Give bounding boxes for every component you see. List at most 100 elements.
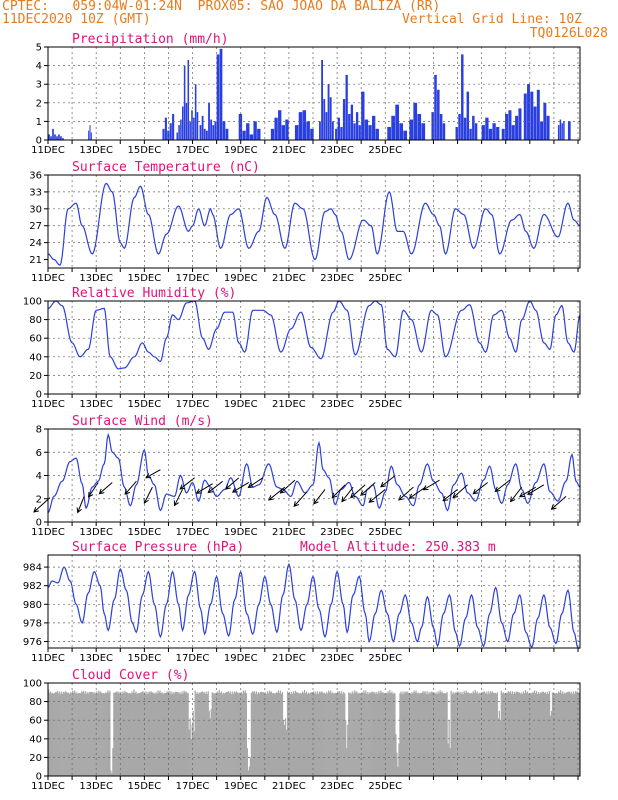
cloud-bar	[229, 691, 231, 776]
cloud-bar	[553, 693, 556, 776]
cloud-bar	[521, 693, 524, 776]
cloud-bar	[50, 691, 52, 776]
x-tick-label: 11DEC	[31, 653, 65, 664]
cloud-bar	[112, 748, 114, 776]
cloud-bar	[182, 693, 184, 776]
precip-bar	[353, 123, 356, 140]
cloud-bar	[149, 692, 151, 776]
precip-bar	[540, 121, 544, 140]
cloud-bar	[539, 692, 542, 776]
cloud-bar	[156, 693, 158, 776]
cloud-bar	[365, 690, 367, 776]
precip-bar	[185, 102, 188, 140]
cloud-bar	[94, 692, 96, 776]
x-tick-label: 25DEC	[368, 653, 402, 664]
cloud-bar	[405, 692, 407, 776]
x-tick-label: 15DEC	[127, 273, 161, 284]
cloud-bar	[453, 693, 455, 776]
wind-vector	[423, 479, 440, 491]
cloud-bar	[132, 692, 134, 776]
cloud-bar	[324, 692, 326, 776]
cloud-bar	[436, 694, 438, 776]
cloud-bar	[204, 693, 206, 776]
cloud-bar	[180, 694, 182, 776]
y-tick-label: 80	[29, 697, 42, 708]
x-tick-label: 11DEC	[31, 145, 65, 156]
cloud-bar	[483, 691, 485, 776]
wind-vector	[452, 484, 468, 498]
cloud-bar	[356, 691, 358, 776]
precip-bar	[274, 117, 278, 140]
cloud-bar	[307, 692, 310, 776]
x-tick-label: 25DEC	[368, 781, 402, 792]
cloud-bar	[424, 691, 426, 776]
cloud-bar	[567, 691, 570, 776]
cloud-bar	[76, 692, 78, 776]
precip-bar	[88, 130, 90, 140]
cloud-bar	[496, 692, 498, 776]
cloud-bar	[352, 691, 354, 776]
cloud-bar	[135, 691, 137, 776]
cloud-bar	[299, 692, 302, 776]
cloud-bar	[545, 693, 548, 776]
cloud-bar	[331, 693, 333, 776]
panel-subtitle: Model Altitude: 250.383 m	[300, 540, 496, 555]
cloud-bar	[556, 693, 559, 776]
cloud-bar	[70, 692, 72, 776]
cloud-bar	[228, 693, 230, 776]
panel-temp: 21 24 27 30 33 36 11DEC 13DEC 15DEC 17DEC 19DEC 21D…	[29, 160, 581, 284]
cloud-bar	[281, 692, 284, 776]
cloud-bar	[398, 743, 400, 776]
cloud-bar	[148, 691, 150, 776]
cloud-bar	[99, 692, 101, 776]
precip-bar	[278, 110, 282, 140]
cloud-bar	[572, 691, 575, 776]
wind-arrowhead	[368, 497, 375, 503]
cloud-bar	[347, 724, 349, 776]
cloud-bar	[447, 743, 449, 776]
precip-bar	[358, 125, 361, 140]
y-tick-label: 984	[23, 563, 42, 574]
precip-bar	[212, 125, 215, 140]
cloud-bar	[353, 693, 355, 776]
cloud-bar	[169, 693, 171, 776]
cloud-bar	[119, 693, 121, 776]
panel-frame	[47, 174, 581, 269]
cloud-bar	[410, 693, 412, 776]
cloud-bar	[222, 692, 224, 776]
cloud-bar	[510, 693, 512, 776]
cloud-bar	[327, 693, 329, 776]
cloud-bar	[416, 693, 418, 776]
precip-bar	[270, 128, 275, 140]
cloud-bar	[128, 693, 130, 776]
cloud-bar	[65, 691, 67, 776]
cloud-bar	[285, 729, 288, 776]
cloud-bar	[455, 692, 457, 776]
cloud-bar	[561, 691, 564, 776]
precip-bar	[463, 117, 467, 140]
cloud-bar	[318, 693, 320, 776]
wind-arrowhead	[550, 504, 557, 510]
precip-bar	[523, 93, 527, 140]
x-tick-label: 19DEC	[224, 781, 258, 792]
cloud-bar	[121, 694, 123, 776]
cloud-bar	[520, 692, 523, 776]
precip-bar	[403, 130, 408, 140]
cloud-bar	[84, 693, 86, 776]
cloud-bar	[397, 766, 399, 776]
cloud-bar	[63, 691, 65, 776]
cloud-bar	[498, 710, 500, 776]
precip-bar	[348, 113, 351, 140]
cloud-bar	[72, 690, 74, 776]
cloud-bar	[372, 691, 374, 776]
precip-bar	[194, 84, 197, 140]
cloud-bar	[421, 692, 423, 776]
cloud-bar	[250, 692, 253, 776]
cloud-bar	[117, 692, 119, 776]
x-tick-label: 21DEC	[272, 273, 306, 284]
cloud-bar	[376, 691, 378, 776]
cloud-bar	[509, 691, 511, 776]
cloud-bar	[462, 693, 464, 776]
cloud-bar	[131, 691, 133, 776]
wind-vector	[442, 489, 458, 502]
